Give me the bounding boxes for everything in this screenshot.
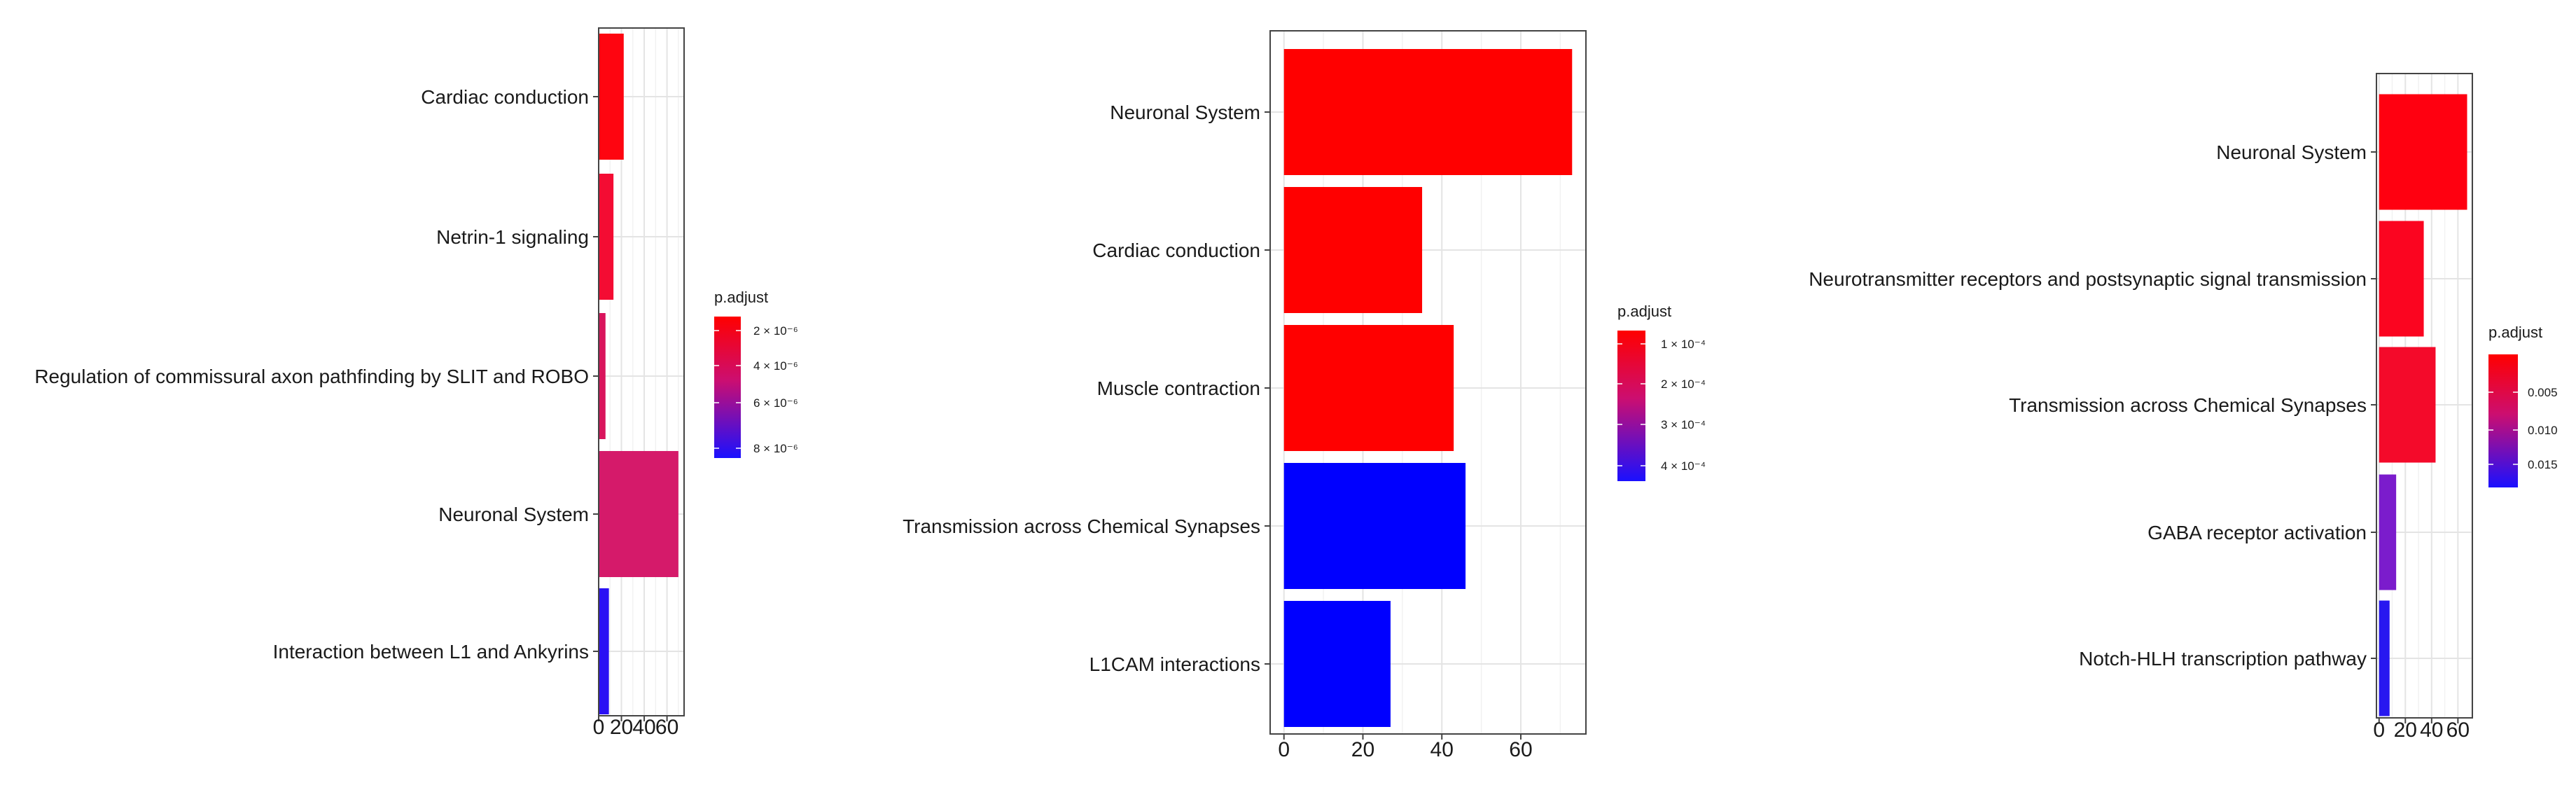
bar: [599, 174, 614, 300]
legend-title: p.adjust: [1617, 303, 1671, 320]
bar: [2379, 221, 2424, 337]
bar: [2379, 474, 2397, 590]
legend-label: 6 × 10⁻⁶: [753, 396, 798, 410]
x-tick-label: 20: [1351, 738, 1374, 761]
bar: [1283, 463, 1466, 589]
legend-label: 0.010: [2528, 424, 2558, 437]
legend: p.adjust 0.005 0.010 0.015: [2488, 324, 2558, 487]
legend-colorbar: [1617, 331, 1645, 481]
category-label: Cardiac conduction: [1092, 240, 1260, 261]
bar: [599, 313, 606, 439]
category-label: Transmission across Chemical Synapses: [2009, 394, 2367, 416]
x-tick-label: 60: [1509, 738, 1532, 761]
legend-label: 2 × 10⁻⁶: [753, 324, 798, 338]
legend-label: 4 × 10⁻⁴: [1661, 459, 1706, 473]
chart-panel-2: Neuronal System Cardiac conduction Muscle …: [903, 30, 1706, 761]
chart-panel-3: Neuronal System Neurotransmitter receptor…: [1809, 73, 2558, 742]
legend-label: 8 × 10⁻⁶: [753, 442, 798, 455]
legend-label: 3 × 10⁻⁴: [1661, 418, 1706, 431]
x-tick-label: 40: [2420, 719, 2443, 742]
category-label: Cardiac conduction: [421, 86, 589, 108]
bar: [2379, 600, 2390, 716]
x-tick-label: 60: [2446, 719, 2470, 742]
legend-title: p.adjust: [2488, 324, 2542, 341]
x-tick-label: 20: [610, 716, 633, 739]
x-tick-label: 40: [1430, 738, 1454, 761]
category-label: L1CAM interactions: [1089, 653, 1260, 675]
category-label: Netrin-1 signaling: [436, 226, 589, 248]
legend-label: 4 × 10⁻⁶: [753, 359, 798, 373]
bar: [599, 588, 609, 714]
bar: [1283, 601, 1391, 727]
x-tick-label: 0: [1278, 738, 1290, 761]
category-label: Muscle contraction: [1097, 377, 1260, 399]
bar: [1283, 325, 1454, 451]
category-label: Neuronal System: [1110, 102, 1260, 123]
bar: [2379, 94, 2467, 210]
legend-label: 1 × 10⁻⁴: [1661, 338, 1706, 351]
panel-border: [598, 27, 685, 716]
legend-colorbar: [714, 317, 741, 458]
legend-label: 0.005: [2528, 386, 2558, 399]
bar: [1283, 187, 1423, 313]
x-tick-label: 0: [2373, 719, 2385, 742]
panel-border: [2376, 73, 2473, 719]
bar: [2379, 347, 2436, 463]
legend-colorbar: [2488, 354, 2518, 487]
category-label: Interaction between L1 and Ankyrins: [273, 641, 589, 663]
x-tick-label: 20: [2394, 719, 2417, 742]
bar: [1283, 49, 1573, 175]
panel-border: [1269, 30, 1587, 735]
legend-label: 0.015: [2528, 458, 2558, 471]
bar: [599, 34, 624, 160]
legend: p.adjust 2 × 10⁻⁶ 4 × 10⁻⁶ 6 × 10⁻⁶ 8 × 10⁻⁶: [714, 289, 798, 458]
chart-panel-1: Cardiac conduction Netrin-1 signaling Regu…: [34, 27, 798, 739]
bar: [599, 451, 678, 577]
category-label: Neuronal System: [2216, 141, 2367, 163]
category-label: Neuronal System: [438, 504, 589, 525]
category-label: GABA receptor activation: [2147, 522, 2367, 543]
category-label: Regulation of commissural axon pathfindi…: [34, 366, 589, 387]
x-tick-label: 40: [632, 716, 655, 739]
x-tick-label: 60: [655, 716, 678, 739]
category-label: Neurotransmitter receptors and postsynap…: [1809, 268, 2367, 290]
category-label: Transmission across Chemical Synapses: [903, 515, 1260, 537]
legend-label: 2 × 10⁻⁴: [1661, 377, 1706, 391]
legend: p.adjust 1 × 10⁻⁴ 2 × 10⁻⁴ 3 × 10⁻⁴ 4 × 10⁻⁴: [1617, 303, 1706, 481]
legend-title: p.adjust: [714, 289, 768, 306]
category-label: Notch-HLH transcription pathway: [2079, 648, 2367, 670]
x-tick-label: 0: [593, 716, 605, 739]
